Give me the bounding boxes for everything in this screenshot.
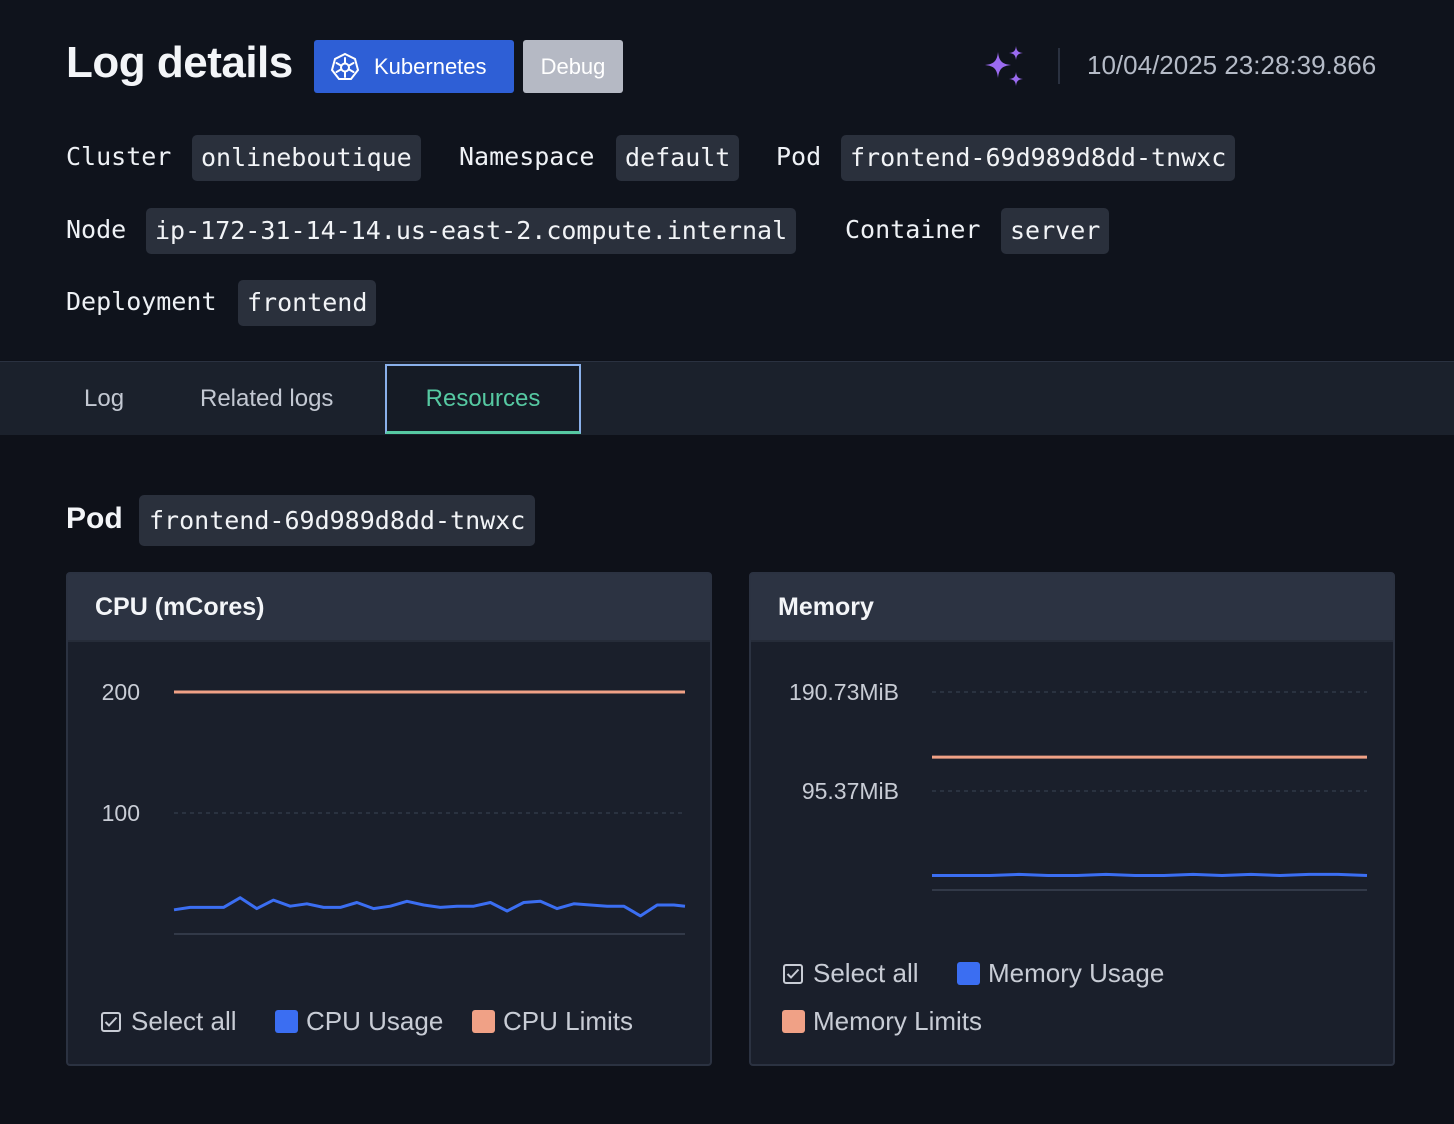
memory-limits-legend-label: Memory Limits [813,1006,983,1036]
page-title: Log details [66,38,293,87]
resources-pod-label: Pod [66,502,123,535]
tab-resources[interactable]: Resources [385,364,581,434]
cpu-panel-title: CPU (mCores) [95,593,265,621]
header-divider [1058,48,1060,84]
checkbox-checked-icon[interactable] [783,963,803,984]
legend-memory-usage[interactable]: Memory Usage [957,958,1164,989]
cpu-select-all[interactable]: Select all [101,1006,237,1037]
memory-x-tick-label: 23:30:00 [1081,911,1171,912]
deployment-chip[interactable]: frontend [238,280,377,326]
node-label: Node [66,215,127,244]
memory-chart-panel: Memory 190.73MiB 95.37MiB 23:30:00 Select … [749,572,1395,1066]
cpu-y-tick-label: 100 [102,800,140,826]
cpu-chart[interactable]: 20010023:25:0023:30:0023:35:00 [68,642,710,952]
cpu-cpu-usage-line [173,896,686,918]
deployment-label: Deployment [66,287,217,316]
kubernetes-icon [330,52,360,80]
legend-memory-limits[interactable]: Memory Limits [782,1006,982,1037]
cpu-usage-swatch [275,1010,298,1033]
log-timestamp: 10/04/2025 23:28:39.866 [1087,50,1377,80]
memory-usage-legend-label: Memory Usage [988,958,1165,988]
memory-select-all[interactable]: Select all [783,958,919,989]
container-label: Container [845,215,981,244]
memory-panel-header: Memory [751,574,1393,642]
checkbox-checked-icon[interactable] [101,1011,121,1032]
cpu-limits-legend-label: CPU Limits [503,1006,634,1036]
kubernetes-badge: Kubernetes [314,40,514,93]
namespace-label: Namespace [459,142,595,171]
cluster-label: Cluster [66,142,172,171]
memory-memory-usage-line [932,872,1368,877]
tab-related-logs[interactable]: Related logs [200,384,334,412]
memory-y-tick-label: 95.37MiB [802,778,899,804]
pod-chip[interactable]: frontend-69d989d8dd-tnwxc [841,135,1236,181]
cpu-y-tick-label: 200 [102,679,140,705]
memory-select-all-label: Select all [813,958,919,988]
ai-sparkle-icon[interactable] [982,44,1030,90]
memory-y-tick-label: 190.73MiB [789,679,899,705]
cpu-usage-legend-label: CPU Usage [306,1006,444,1036]
cpu-select-all-label: Select all [131,1006,237,1036]
legend-cpu-limits[interactable]: CPU Limits [472,1006,633,1037]
cpu-limits-swatch [472,1010,495,1033]
namespace-chip[interactable]: default [616,135,740,181]
cpu-chart-panel: CPU (mCores) 20010023:25:0023:30:0023:35… [66,572,712,1066]
cpu-panel-header: CPU (mCores) [68,574,710,642]
log-details-header: Log details Kubernetes Debug 10/04/2025 … [0,0,1454,360]
memory-chart[interactable]: 190.73MiB 95.37MiB 23:30:00 [751,642,1393,912]
container-chip[interactable]: server [1001,208,1110,254]
memory-limits-swatch [782,1010,805,1033]
legend-cpu-usage[interactable]: CPU Usage [275,1006,443,1037]
memory-usage-swatch [957,962,980,985]
tab-log[interactable]: Log [84,384,125,412]
debug-level-badge: Debug [523,40,623,93]
cluster-chip[interactable]: onlineboutique [192,135,421,181]
detail-tabs: Log Related logs Resources [0,361,1454,435]
node-chip[interactable]: ip-172-31-14-14.us-east-2.compute.intern… [146,208,797,254]
resources-pod-chip: frontend-69d989d8dd-tnwxc [139,495,536,546]
memory-panel-title: Memory [778,593,874,621]
pod-label: Pod [776,142,822,171]
kubernetes-badge-label: Kubernetes [374,53,487,79]
